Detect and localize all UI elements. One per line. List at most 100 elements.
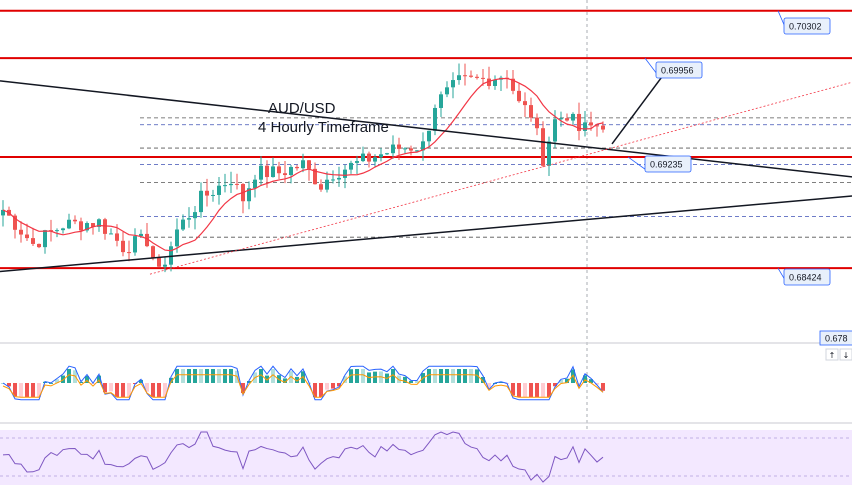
candle xyxy=(523,92,527,117)
candle-body xyxy=(391,144,395,154)
candle xyxy=(211,189,215,202)
macd-histogram-bar xyxy=(391,369,395,383)
candle xyxy=(307,159,311,181)
candle-body xyxy=(475,76,479,78)
macd-histogram-bar xyxy=(181,369,185,383)
candle xyxy=(37,243,41,249)
macd-histogram-bar xyxy=(19,383,23,397)
current-price-box: 0.678 xyxy=(819,330,852,346)
macd-histogram-bar xyxy=(319,383,323,397)
candle xyxy=(157,254,161,268)
scale-arrow-down-icon[interactable]: ↓ xyxy=(839,348,852,361)
macd-histogram-bar xyxy=(151,383,155,397)
candle-body xyxy=(433,107,437,131)
macd-histogram-bar xyxy=(295,376,299,383)
macd-histogram-bar xyxy=(403,376,407,383)
candle-body xyxy=(379,154,383,158)
macd-histogram-bar xyxy=(553,383,557,387)
candle xyxy=(193,205,197,230)
candle-body xyxy=(25,234,29,239)
macd-histogram-bar xyxy=(355,369,359,383)
candle-body xyxy=(565,118,569,121)
candle xyxy=(355,155,359,174)
candle xyxy=(397,137,401,160)
macd-histogram-bar xyxy=(397,375,401,383)
trendline-descending xyxy=(0,80,852,178)
macd-histogram-bar xyxy=(13,383,17,397)
macd-histogram-bar xyxy=(409,380,413,383)
trendline-ascending xyxy=(0,195,852,273)
candle xyxy=(247,181,251,210)
macd-histogram-bar xyxy=(187,369,191,383)
candle-body xyxy=(547,141,551,166)
candle xyxy=(535,113,539,136)
macd-histogram-bar xyxy=(325,383,329,390)
macd-histogram-bar xyxy=(199,369,203,383)
candle-body xyxy=(361,153,365,162)
candle-body xyxy=(481,77,485,79)
candle-body xyxy=(73,219,77,222)
macd-histogram-bar xyxy=(229,369,233,383)
candlesticks xyxy=(1,63,605,273)
candle xyxy=(313,162,317,185)
candle xyxy=(235,173,239,190)
macd-histogram-bar xyxy=(499,381,503,383)
candle-body xyxy=(511,78,515,91)
scale-arrow-up-icon[interactable]: ↑ xyxy=(825,348,839,361)
candle xyxy=(475,74,479,80)
price-label-box: 0.69235 xyxy=(627,155,692,173)
candle xyxy=(241,183,245,214)
macd-histogram-bar xyxy=(85,375,89,383)
candle-body xyxy=(31,238,35,244)
candle xyxy=(589,111,593,131)
candle xyxy=(343,164,347,189)
candle-body xyxy=(103,219,107,234)
price-label-bg xyxy=(655,61,703,79)
macd-histogram-bar xyxy=(121,383,125,397)
macd-histogram-bar xyxy=(169,377,173,383)
macd-histogram-bar xyxy=(265,375,269,383)
candle xyxy=(289,165,293,184)
macd-histogram-bar xyxy=(283,378,287,383)
candle xyxy=(217,177,221,205)
chart-title-symbol: AUD/USD xyxy=(268,100,336,117)
candle xyxy=(145,223,149,248)
macd-histogram-bar xyxy=(103,383,107,393)
candle-body xyxy=(253,179,257,189)
candle xyxy=(391,135,395,159)
candle-body xyxy=(457,75,461,81)
macd-histogram-bar xyxy=(541,383,545,397)
candle-body xyxy=(97,219,101,227)
candle xyxy=(133,228,137,256)
candle xyxy=(181,214,185,231)
candle-body xyxy=(517,90,521,102)
price-label-box: 0.69956 xyxy=(644,57,703,79)
candle xyxy=(67,213,71,230)
candle-body xyxy=(403,148,407,150)
candle xyxy=(511,69,515,95)
candle xyxy=(79,217,83,241)
macd-histogram-bar xyxy=(511,383,515,396)
candle xyxy=(493,75,497,90)
rsi-line xyxy=(2,431,604,483)
candle-body xyxy=(151,246,155,258)
candle-body xyxy=(229,183,233,186)
macd-histogram-bar xyxy=(211,369,215,383)
candle-body xyxy=(349,162,353,170)
candle-body xyxy=(43,230,47,248)
candle-body xyxy=(121,240,125,253)
candle-body xyxy=(193,212,197,219)
candle-body xyxy=(367,153,371,162)
candle xyxy=(577,102,581,141)
candle-body xyxy=(211,194,215,196)
candle xyxy=(163,257,167,273)
macd-histogram-bar xyxy=(127,383,131,397)
candle-body xyxy=(409,148,413,151)
candle xyxy=(43,229,47,254)
candle-body xyxy=(133,236,137,253)
candle xyxy=(295,164,299,171)
macd-histogram-bar xyxy=(529,383,533,397)
candle-body xyxy=(553,119,557,142)
candle xyxy=(259,156,263,186)
